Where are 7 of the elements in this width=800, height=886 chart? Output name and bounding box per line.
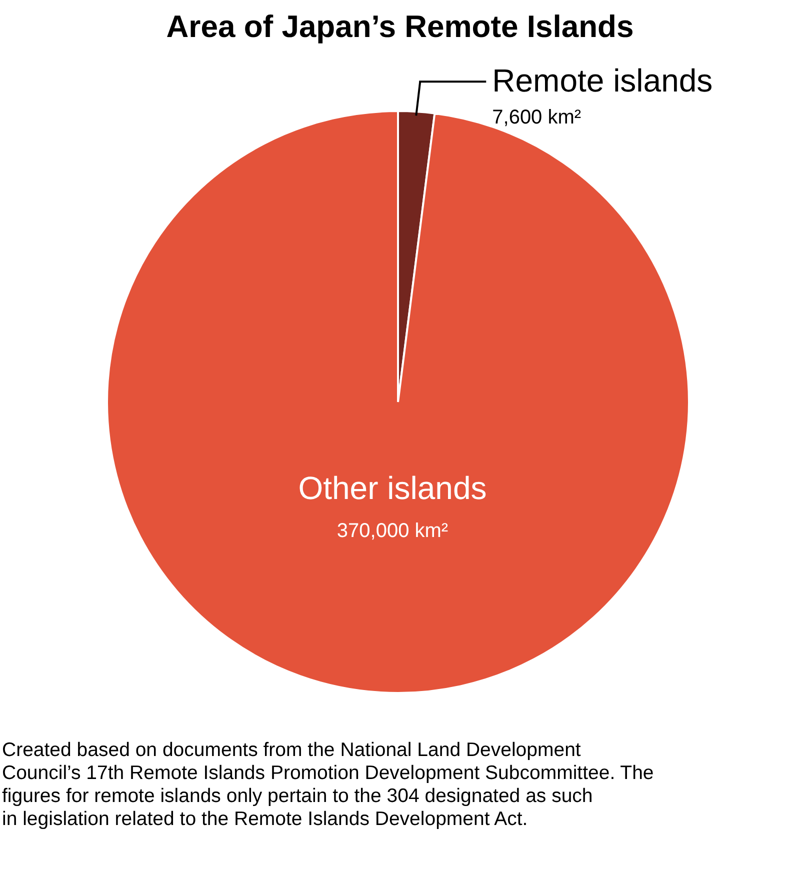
text: Created based on documents from the National Land Development Council’s 17th Remote Islands Promotion Development Subcommittee. The figures for remote islands only pertain to the 304 designated as such in legislation related to the Remote Islands Development Act. [2, 739, 654, 830]
data-label: 370,000 km² [336, 520, 448, 542]
slice-label: Other islands [298, 470, 487, 506]
slice-label: Remote islands [492, 62, 713, 99]
data-label: 7,600 km² [492, 106, 582, 129]
pie-slice [106, 110, 690, 694]
chart-title: Area of Japan’s Remote Islands [166, 9, 634, 44]
